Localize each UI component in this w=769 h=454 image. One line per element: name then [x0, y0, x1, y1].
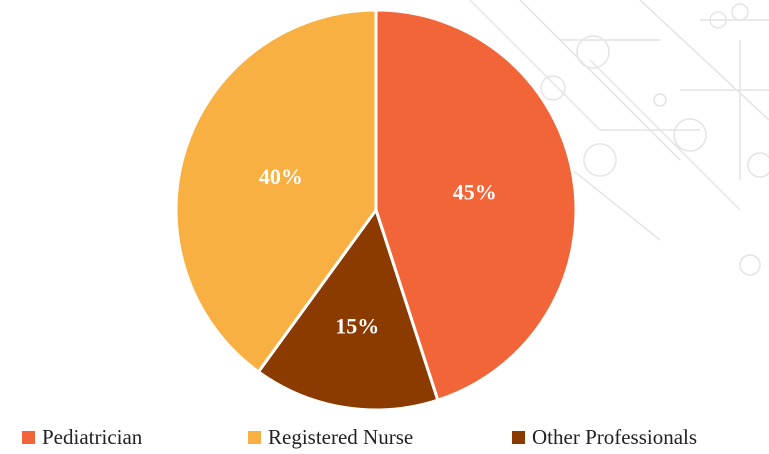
slice-label: 15% — [335, 314, 379, 339]
legend-swatch — [512, 431, 525, 444]
chart: 45% 15% 40% Pediatrician Registered Nurse Oth… — [0, 0, 769, 454]
legend-swatch — [248, 431, 261, 444]
legend-swatch — [22, 431, 35, 444]
slice-label: 40% — [259, 164, 303, 189]
legend-label: Other Professionals — [532, 425, 697, 449]
slice-label: 45% — [453, 179, 497, 204]
legend-label: Registered Nurse — [268, 425, 413, 449]
legend-label: Pediatrician — [42, 425, 143, 449]
